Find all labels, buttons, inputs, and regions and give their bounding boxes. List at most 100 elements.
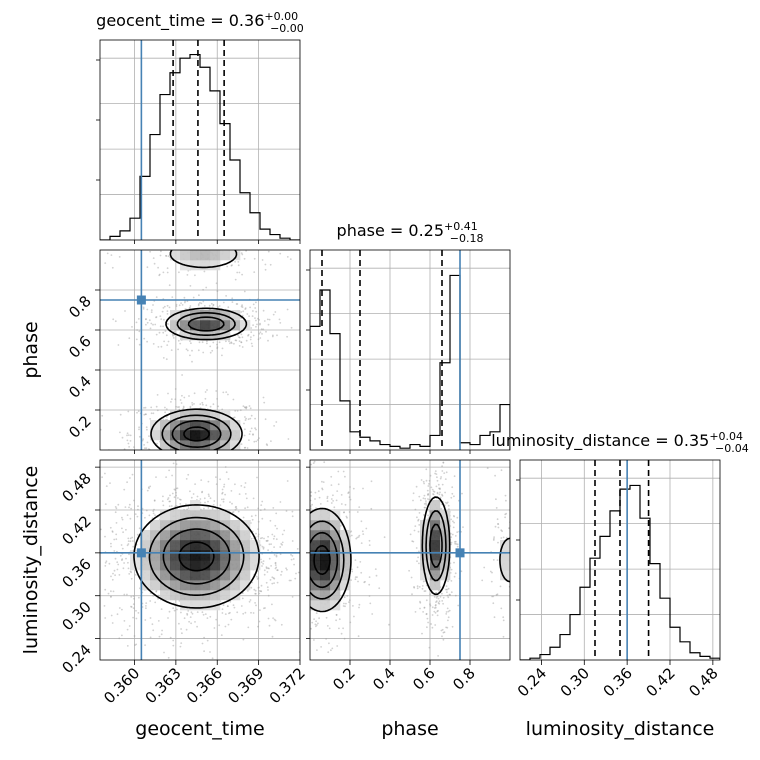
scatter-point xyxy=(226,605,229,607)
scatter-point xyxy=(414,525,417,527)
scatter-point xyxy=(175,405,178,408)
scatter-point xyxy=(445,588,447,591)
scatter-point xyxy=(280,574,282,576)
scatter-point xyxy=(146,321,149,324)
scatter-point xyxy=(150,406,153,409)
scatter-point xyxy=(430,486,433,489)
scatter-point xyxy=(150,311,153,313)
density-cell xyxy=(420,530,431,541)
scatter-point xyxy=(232,398,235,401)
scatter-point xyxy=(363,581,366,584)
scatter-point xyxy=(172,639,175,642)
scatter-point xyxy=(291,555,294,557)
scatter-point xyxy=(292,558,295,560)
scatter-point xyxy=(153,499,156,502)
scatter-point xyxy=(234,509,237,511)
scatter-point xyxy=(427,621,429,624)
scatter-point xyxy=(144,413,147,416)
scatter-point xyxy=(325,616,328,619)
scatter-point xyxy=(447,610,450,613)
scatter-point xyxy=(111,266,114,269)
density-cell xyxy=(340,570,351,581)
scatter-point xyxy=(167,340,170,343)
scatter-point xyxy=(252,310,254,312)
scatter-point xyxy=(243,257,246,260)
scatter-point xyxy=(245,407,248,410)
scatter-point xyxy=(217,405,220,408)
contour-line xyxy=(310,523,443,589)
scatter-point xyxy=(175,305,178,308)
scatter-point xyxy=(501,530,503,533)
scatter-point xyxy=(104,503,107,505)
scatter-point xyxy=(138,343,141,346)
scatter-point xyxy=(191,349,193,352)
scatter-point xyxy=(450,541,453,544)
scatter-point xyxy=(440,476,442,478)
scatter-point xyxy=(155,405,158,408)
scatter-point xyxy=(420,479,423,481)
scatter-point xyxy=(258,590,261,592)
scatter-point xyxy=(169,500,172,503)
panel-frame xyxy=(309,459,511,661)
scatter-point xyxy=(202,288,205,291)
density-cell xyxy=(240,550,251,561)
density-cell xyxy=(230,250,241,261)
scatter-point xyxy=(238,345,241,347)
scatter-point xyxy=(172,337,175,339)
scatter-point xyxy=(121,608,123,611)
scatter-point xyxy=(322,481,325,483)
scatter-point xyxy=(161,310,164,313)
scatter-point xyxy=(249,338,252,341)
density-cell xyxy=(210,580,221,591)
density-cell xyxy=(240,540,251,551)
scatter-point xyxy=(438,487,440,490)
density-cell xyxy=(170,410,181,421)
scatter-point xyxy=(201,642,204,645)
scatter-point xyxy=(244,419,247,421)
scatter-point xyxy=(311,503,313,506)
panel-frame xyxy=(309,249,511,451)
scatter-point xyxy=(326,500,329,502)
scatter-point xyxy=(320,646,322,648)
scatter-point xyxy=(259,609,261,611)
scatter-point xyxy=(272,577,275,579)
scatter-point xyxy=(126,481,128,484)
scatter-point xyxy=(101,476,103,479)
density-cell xyxy=(340,550,351,561)
scatter-point xyxy=(242,592,244,594)
scatter-point xyxy=(437,597,440,600)
scatter-point xyxy=(209,405,212,408)
scatter-point xyxy=(131,536,134,539)
scatter-point xyxy=(275,555,278,558)
scatter-point xyxy=(266,571,269,573)
scatter-point xyxy=(160,345,163,348)
scatter-point xyxy=(110,575,112,578)
scatter-point xyxy=(272,334,274,337)
scatter-point xyxy=(207,493,210,496)
scatter-point xyxy=(202,613,205,616)
scatter-point xyxy=(244,446,247,449)
scatter-point xyxy=(456,545,459,548)
scatter-point xyxy=(227,623,230,626)
scatter-point xyxy=(177,348,180,351)
scatter-point xyxy=(505,512,508,515)
scatter-point xyxy=(129,540,132,543)
scatter-point xyxy=(135,338,138,341)
scatter-point xyxy=(110,545,112,548)
scatter-point xyxy=(368,539,371,542)
scatter-point xyxy=(255,310,258,313)
scatter-point xyxy=(145,607,147,610)
scatter-point xyxy=(433,491,436,493)
scatter-point xyxy=(208,304,211,307)
scatter-point xyxy=(252,612,255,614)
density-cell xyxy=(220,560,231,571)
scatter-point xyxy=(453,515,456,518)
scatter-point xyxy=(162,325,165,328)
scatter-point xyxy=(423,494,426,497)
scatter-point xyxy=(189,285,192,287)
scatter-point xyxy=(172,644,175,647)
scatter-point xyxy=(451,486,454,489)
scatter-point xyxy=(416,585,419,588)
scatter-point xyxy=(278,318,281,321)
scatter-point xyxy=(185,628,188,631)
